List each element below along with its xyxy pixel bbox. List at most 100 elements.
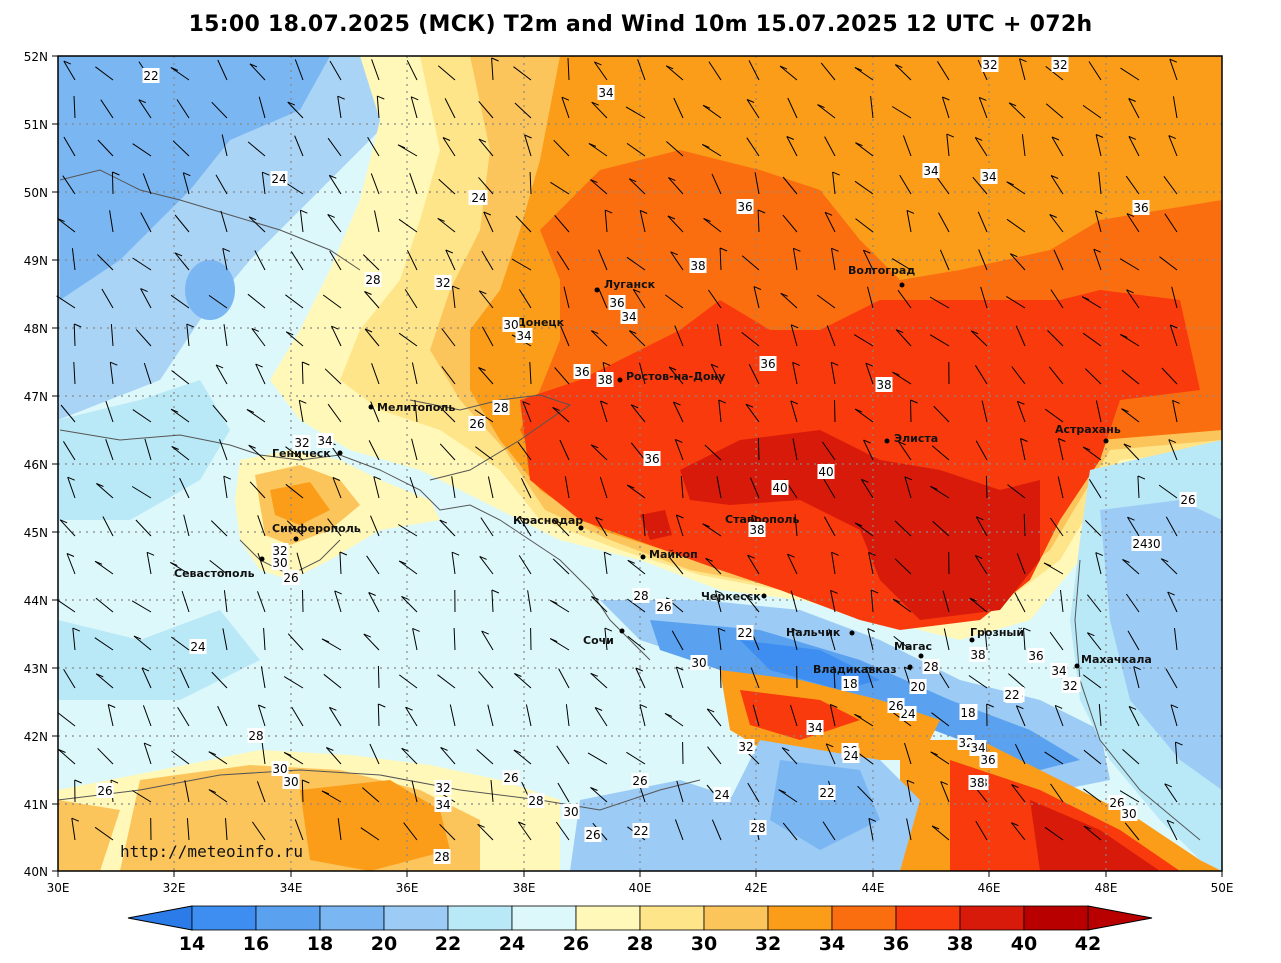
- wind-barb: [1006, 218, 1026, 233]
- isotherm-label: 34: [516, 329, 531, 343]
- wind-barb: [559, 439, 570, 461]
- lat-label: 45N: [24, 526, 48, 540]
- wind-barb-flag: [1137, 475, 1146, 480]
- wind-barb: [215, 364, 228, 385]
- colorbar-label: 14: [179, 933, 205, 955]
- wind-barb: [1133, 666, 1140, 689]
- wind-barb: [132, 143, 152, 157]
- wind-barb: [451, 552, 456, 575]
- wind-barb: [223, 324, 228, 347]
- lat-label: 40N: [24, 865, 48, 879]
- isotherm-label-bg: [502, 317, 520, 332]
- wind-barb: [370, 173, 380, 195]
- wind-barb: [476, 749, 494, 765]
- wind-barb: [1023, 628, 1026, 651]
- wind-barb-flag: [629, 330, 637, 335]
- wind-barb: [1045, 66, 1064, 81]
- wind-barb: [1126, 289, 1140, 309]
- wind-barb: [639, 362, 646, 385]
- wind-barb: [478, 138, 494, 157]
- wind-barb: [747, 782, 760, 803]
- city-label: Махачкала: [1081, 653, 1152, 666]
- wind-barb: [171, 750, 190, 765]
- wind-barb: [974, 555, 988, 575]
- wind-barb: [403, 822, 418, 841]
- isotherm-label: 26: [97, 784, 112, 798]
- wind-barb: [969, 597, 988, 613]
- wind-barb: [870, 590, 874, 613]
- colorbar-label: 24: [499, 933, 525, 955]
- wind-barb-flag: [594, 707, 603, 711]
- isotherm-label: 40: [818, 465, 833, 479]
- wind-barb: [564, 476, 570, 499]
- wind-barb-flag: [208, 751, 216, 756]
- wind-barb-flag: [627, 559, 635, 564]
- colorbar-label: 28: [627, 933, 653, 955]
- isotherm-label-bg: [922, 163, 940, 178]
- wind-barb-flag: [1095, 210, 1103, 215]
- wind-barb-flag: [791, 628, 799, 633]
- wind-barb-flag: [590, 787, 598, 791]
- isotherm-label: 36: [1133, 201, 1148, 215]
- wind-barb: [522, 401, 532, 423]
- isotherm-label-bg: [1179, 492, 1197, 507]
- wind-barb: [1047, 330, 1064, 347]
- wind-barb: [600, 400, 608, 423]
- wind-barb: [1082, 446, 1102, 461]
- wind-barb-flag: [930, 751, 938, 756]
- isotherm-label: 38: [690, 259, 705, 273]
- wind-barb: [179, 477, 190, 499]
- wind-barb: [590, 179, 608, 195]
- wind-barb-flag: [702, 104, 711, 109]
- wind-barb: [831, 552, 836, 575]
- wind-barb: [171, 370, 190, 385]
- isotherm-label-bg: [748, 522, 766, 537]
- isotherm-label: 34: [970, 741, 985, 755]
- wind-barb-flag: [246, 409, 255, 413]
- wind-barb-flag: [74, 779, 82, 784]
- wind-barb: [138, 99, 152, 119]
- wind-barb: [131, 600, 152, 613]
- city-dot: [761, 593, 767, 599]
- wind-barb-flag: [108, 704, 116, 708]
- wind-barb-flag: [477, 823, 485, 828]
- wind-barb: [626, 484, 646, 499]
- isotherm-label-bg: [433, 849, 451, 864]
- wind-barb: [405, 706, 418, 727]
- wind-barb: [868, 818, 874, 841]
- wind-barb-flag: [561, 96, 570, 101]
- isotherm-label-bg: [584, 827, 602, 842]
- isotherm-label-bg: [620, 309, 638, 324]
- wind-barb: [594, 707, 608, 727]
- city-dot: [619, 628, 625, 634]
- wind-barb: [209, 560, 228, 575]
- city-dot: [640, 554, 646, 560]
- wind-barb: [1006, 295, 1026, 309]
- wind-barb: [897, 289, 912, 309]
- wind-barb-flag: [373, 476, 381, 481]
- wind-barb-flag: [553, 519, 561, 524]
- wind-barb: [599, 476, 608, 499]
- wind-barb: [181, 590, 190, 613]
- city-label: Донецк: [516, 316, 565, 329]
- wind-barb: [834, 399, 836, 423]
- wind-barb: [478, 290, 494, 309]
- wind-barb-flag: [605, 209, 613, 214]
- wind-barb: [211, 101, 228, 119]
- wind-barb: [109, 362, 114, 385]
- isotherm-label-bg: [247, 728, 265, 743]
- wind-barb: [792, 362, 798, 385]
- wind-barb: [556, 251, 570, 271]
- isotherm-label: 32: [738, 740, 753, 754]
- wind-barb: [437, 674, 456, 689]
- isotherm-label: 32: [1062, 679, 1077, 693]
- wind-barb-flag: [1168, 439, 1176, 444]
- isotherm-label: 34: [1051, 664, 1066, 678]
- isotherm-label-bg: [842, 748, 860, 763]
- isotherm-label-bg: [922, 659, 940, 674]
- wind-barb: [635, 667, 646, 689]
- wind-barb: [984, 628, 988, 651]
- lat-label: 47N: [24, 390, 48, 404]
- wind-barb: [1128, 706, 1140, 727]
- wind-barb: [1049, 214, 1064, 233]
